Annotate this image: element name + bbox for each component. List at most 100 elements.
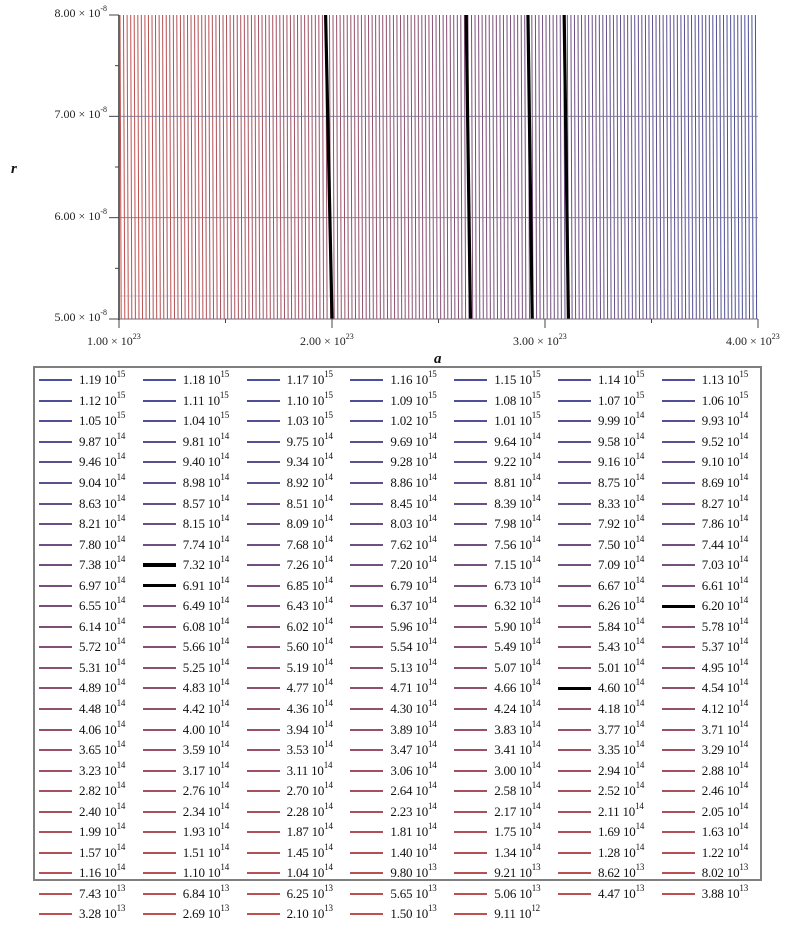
legend-label: 9.69 1014 xyxy=(390,430,437,449)
contour-line xyxy=(655,14,658,320)
legend-label: 8.33 1014 xyxy=(597,492,645,511)
legend-item: 1.63 1014 xyxy=(660,822,764,843)
legend-item: 7.20 1014 xyxy=(348,555,452,576)
contour-line xyxy=(151,14,154,320)
legend-label: 8.57 1014 xyxy=(182,492,230,511)
legend-label: 3.35 1014 xyxy=(597,739,645,758)
legend-item: 7.38 1014 xyxy=(37,555,141,576)
legend-item: 6.32 1014 xyxy=(452,596,556,617)
contour-line xyxy=(691,14,694,320)
contour-line xyxy=(144,14,147,320)
legend-item: 4.89 1014 xyxy=(37,678,141,699)
legend-item: 5.65 1013 xyxy=(348,883,452,905)
highlighted-contour-line xyxy=(526,14,534,320)
contour-line xyxy=(211,14,214,320)
legend-label: 8.69 1014 xyxy=(701,472,748,491)
legend-item: 5.60 1014 xyxy=(245,637,349,658)
legend-label: 1.63 1014 xyxy=(701,821,748,840)
legend-line-swatch xyxy=(350,399,384,402)
legend-item: 6.85 1014 xyxy=(245,575,349,596)
legend-line-swatch xyxy=(661,728,695,731)
contour-line xyxy=(389,14,392,320)
contour-line xyxy=(428,14,431,320)
legend-label: 3.47 1014 xyxy=(390,739,437,758)
legend-label: 9.80 1013 xyxy=(390,862,437,881)
legend-label: 1.22 1014 xyxy=(701,841,748,860)
legend-item: 3.71 1014 xyxy=(660,719,764,740)
y-axis-title: r xyxy=(11,161,17,177)
legend-item: 3.94 1014 xyxy=(245,719,349,740)
legend-line-swatch xyxy=(557,399,591,402)
legend-line-swatch xyxy=(142,399,176,402)
legend-label: 3.89 1014 xyxy=(390,718,437,737)
legend-label: 1.75 1014 xyxy=(494,821,541,840)
legend-label: 2.40 1014 xyxy=(79,800,126,819)
contour-line xyxy=(627,14,630,320)
legend-label: 1.10 1015 xyxy=(286,389,333,408)
legend-label: 1.57 1014 xyxy=(79,841,126,860)
contour-line xyxy=(591,14,594,320)
legend-item: 8.86 1014 xyxy=(348,473,452,494)
legend-label: 8.75 1014 xyxy=(597,472,645,491)
contour-line xyxy=(140,14,143,320)
legend-line-swatch xyxy=(350,584,384,587)
legend-item: 5.90 1014 xyxy=(452,615,556,638)
contour-line xyxy=(744,14,747,320)
legend-item: 8.92 1014 xyxy=(245,473,349,494)
legend-line-swatch xyxy=(454,769,488,772)
contour-line xyxy=(378,14,381,320)
contour-line xyxy=(573,14,577,320)
legend-line-swatch xyxy=(246,625,280,628)
legend-label: 1.51 1014 xyxy=(182,841,230,860)
legend-item: 8.02 1013 xyxy=(660,863,764,884)
legend-line-swatch xyxy=(557,379,591,382)
legend-item: 1.17 1015 xyxy=(245,370,349,391)
legend-label: 1.05 1015 xyxy=(79,410,126,429)
legend-label: 8.39 1014 xyxy=(494,492,541,511)
legend-item: 1.02 1015 xyxy=(348,411,452,432)
contour-line xyxy=(123,14,126,320)
legend-label: 2.52 1014 xyxy=(597,780,645,799)
legend-line-swatch xyxy=(246,502,280,505)
legend-line-swatch xyxy=(557,686,591,691)
contour-line xyxy=(343,14,346,320)
contour-line xyxy=(456,14,459,320)
contour-line xyxy=(552,14,555,320)
contour-line xyxy=(683,14,687,320)
contour-line xyxy=(733,14,736,320)
legend-label: 1.45 1014 xyxy=(286,841,333,860)
legend-label: 5.90 1014 xyxy=(494,615,541,634)
legend-item: 4.18 1014 xyxy=(556,699,660,720)
legend-label: 4.06 1014 xyxy=(79,718,126,737)
contour-line xyxy=(254,14,257,320)
legend-line-swatch xyxy=(454,708,488,711)
legend-item: 6.20 1014 xyxy=(660,596,764,617)
legend-line-swatch xyxy=(557,810,591,813)
contour-line xyxy=(403,14,406,320)
legend-line-swatch xyxy=(246,892,280,895)
legend-item: 3.29 1014 xyxy=(660,740,764,761)
contour-line xyxy=(357,14,360,320)
legend-item: 6.91 1014 xyxy=(141,575,245,596)
legend-line-swatch xyxy=(39,399,72,402)
contour-line xyxy=(240,14,243,320)
contour-line xyxy=(179,14,183,320)
legend-label: 1.07 1015 xyxy=(597,389,645,408)
legend-line-swatch xyxy=(39,728,72,731)
legend-item: 9.80 1013 xyxy=(348,863,452,884)
contour-lines xyxy=(119,14,758,320)
legend-item: 9.81 1014 xyxy=(141,431,245,453)
contour-line xyxy=(549,14,552,320)
legend-label: 9.87 1014 xyxy=(79,430,126,449)
legend-label: 9.99 1014 xyxy=(597,410,645,429)
legend-item: 2.58 1014 xyxy=(452,781,556,802)
legend-label: 2.11 1014 xyxy=(597,800,644,819)
legend-item: 1.51 1014 xyxy=(141,841,245,864)
legend-line-swatch xyxy=(246,810,280,813)
legend-label: 9.46 1014 xyxy=(79,451,126,470)
legend-line-swatch xyxy=(350,749,384,752)
legend: 1.19 1015 1.18 1015 1.17 1015 1.16 1015 1.15… xyxy=(33,366,764,921)
legend-item: 5.66 1014 xyxy=(141,637,245,658)
legend-label: 3.71 1014 xyxy=(701,718,748,737)
contour-line xyxy=(676,14,679,320)
